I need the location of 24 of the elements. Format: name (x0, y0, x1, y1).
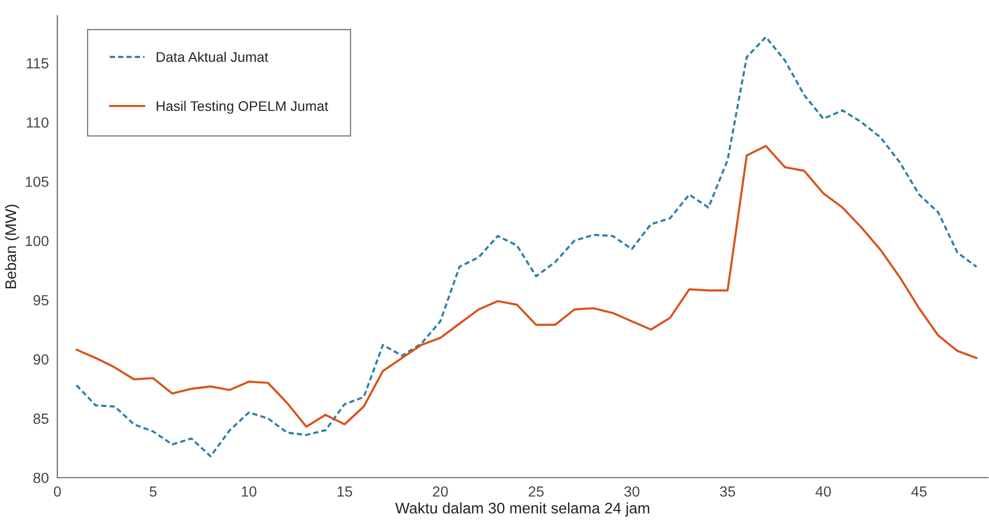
x-tick-label: 35 (720, 486, 736, 497)
x-tick-label: 0 (54, 486, 61, 497)
y-tick-label: 85 (33, 414, 48, 424)
x-tick-label: 45 (911, 486, 927, 497)
y-tick-label: 110 (26, 117, 48, 128)
y-tick-label: 105 (26, 176, 48, 187)
x-tick-label: 30 (624, 486, 640, 497)
x-axis-title: Waktu dalam 30 menit selama 24 jam (395, 502, 650, 517)
x-tick-label: 20 (432, 486, 448, 497)
y-tick-label: 90 (33, 354, 48, 365)
legend-label: Data Aktual Jumat (156, 52, 268, 62)
x-tick-label: 40 (816, 486, 831, 497)
x-tick-label: 25 (528, 486, 544, 497)
y-tick-label: 100 (26, 236, 48, 246)
x-tick-label: 15 (338, 486, 352, 497)
x-tick-label: 5 (150, 486, 157, 497)
y-tick-label: 80 (33, 472, 48, 484)
y-tick-label: 115 (26, 58, 48, 68)
y-axis-title: Beban (MW) (4, 204, 20, 288)
line-series (75, 144, 978, 428)
x-tick-label: 10 (242, 486, 256, 497)
y-tick-label: 95 (33, 295, 48, 306)
legend-label: Hasil Testing OPELM Jumat (156, 100, 328, 114)
line-series (75, 36, 978, 458)
